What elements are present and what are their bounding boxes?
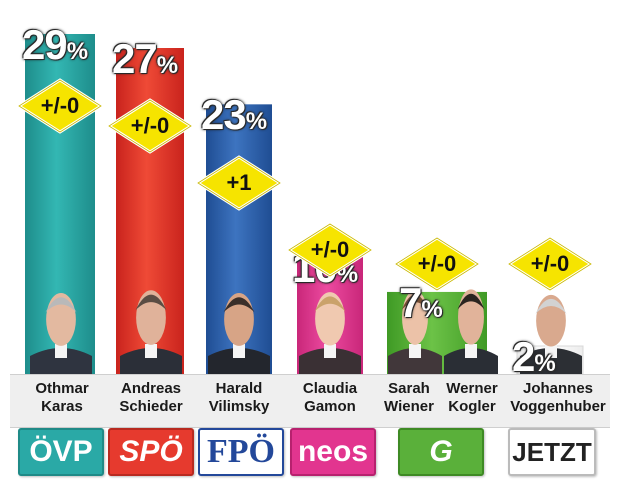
party-logo-gruene: G [398, 428, 484, 476]
party-logo-neos: neos [290, 428, 376, 476]
change-badge-fpoe: +1 [196, 155, 282, 211]
diamond-shape [17, 78, 103, 134]
candidate-name: Werner Kogler [440, 380, 504, 416]
first-name: Johannes [522, 380, 594, 397]
diamond-shape [196, 155, 282, 211]
value-label-fpoe: 23% [201, 94, 267, 136]
change-label: +/-0 [530, 251, 570, 276]
party-logo-text: FPÖ [207, 433, 275, 470]
value-number: 23 [201, 91, 247, 139]
first-name: Sarah [388, 380, 430, 397]
candidate-photo [520, 294, 582, 374]
candidate-photo [444, 289, 498, 374]
first-name: Claudia [302, 380, 358, 397]
first-name: Andreas [120, 380, 182, 397]
percent-sign: % [66, 38, 89, 65]
candidate-name: Johannes Voggenhuber [510, 380, 606, 416]
candidate-name: Sarah Wiener [380, 380, 438, 416]
last-name: Voggenhuber [510, 398, 606, 415]
percent-sign: % [421, 295, 443, 323]
value-number: 7 [399, 278, 422, 326]
change-label: +/-0 [417, 251, 457, 276]
candidate-photo [299, 292, 361, 374]
candidate-name-band [10, 374, 610, 428]
change-label: +/-0 [130, 113, 170, 138]
change-badge-neos: +/-0 [287, 222, 373, 278]
change-label: +/-0 [40, 93, 80, 118]
diamond-shape [107, 98, 193, 154]
party-logo-spoe: SPÖ [108, 428, 194, 476]
change-label: +1 [226, 170, 252, 195]
candidate-name: Othmar Karas [28, 380, 96, 416]
value-label-jetzt: 2% [512, 336, 556, 378]
diamond-shape [394, 236, 480, 292]
value-number: 27 [112, 35, 158, 82]
first-name: Harald [215, 380, 263, 397]
change-badge-spoe: +/-0 [107, 98, 193, 154]
change-badge-jetzt: +/-0 [507, 236, 593, 292]
party-logo-fpoe: FPÖ [198, 428, 284, 476]
candidate-name: Claudia Gamon [295, 380, 365, 416]
percent-sign: % [156, 52, 179, 79]
party-logo-text: neos [297, 435, 369, 468]
party-logo-jetzt: JETZT [508, 428, 596, 476]
party-logo-oevp: ÖVP [18, 428, 104, 476]
candidate-photo [208, 293, 270, 374]
first-name: Werner [446, 380, 498, 397]
value-label-gruene: 7% [399, 278, 443, 326]
candidate-photo [388, 290, 442, 374]
diamond-shape [287, 222, 373, 278]
change-badge-oevp: +/-0 [17, 78, 103, 134]
candidate-name: Harald Vilimsky [204, 380, 274, 416]
party-logo-text: G [429, 435, 453, 468]
party-logo-text: SPÖ [119, 435, 183, 468]
party-logo-text: JETZT [512, 437, 592, 467]
value-label-oevp: 29% [22, 24, 88, 66]
change-badge-gruene: +/-0 [394, 236, 480, 292]
candidate-name: Andreas Schieder [116, 380, 186, 416]
first-name: Othmar [35, 380, 89, 397]
value-label-spoe: 27% [112, 38, 178, 80]
last-name: Karas [41, 398, 83, 415]
percent-sign: % [245, 108, 268, 136]
value-number: 2 [512, 333, 535, 380]
party-logo-text: ÖVP [29, 435, 93, 468]
last-name: Vilimsky [208, 398, 270, 415]
percent-sign: % [534, 350, 556, 377]
candidate-photo [30, 293, 92, 374]
last-name: Wiener [384, 398, 434, 415]
last-name: Gamon [304, 398, 356, 415]
candidate-photo [120, 290, 182, 374]
value-number: 29 [22, 21, 68, 68]
change-label: +/-0 [310, 237, 350, 262]
last-name: Schieder [119, 398, 183, 415]
last-name: Kogler [448, 398, 496, 415]
diamond-shape [507, 236, 593, 292]
